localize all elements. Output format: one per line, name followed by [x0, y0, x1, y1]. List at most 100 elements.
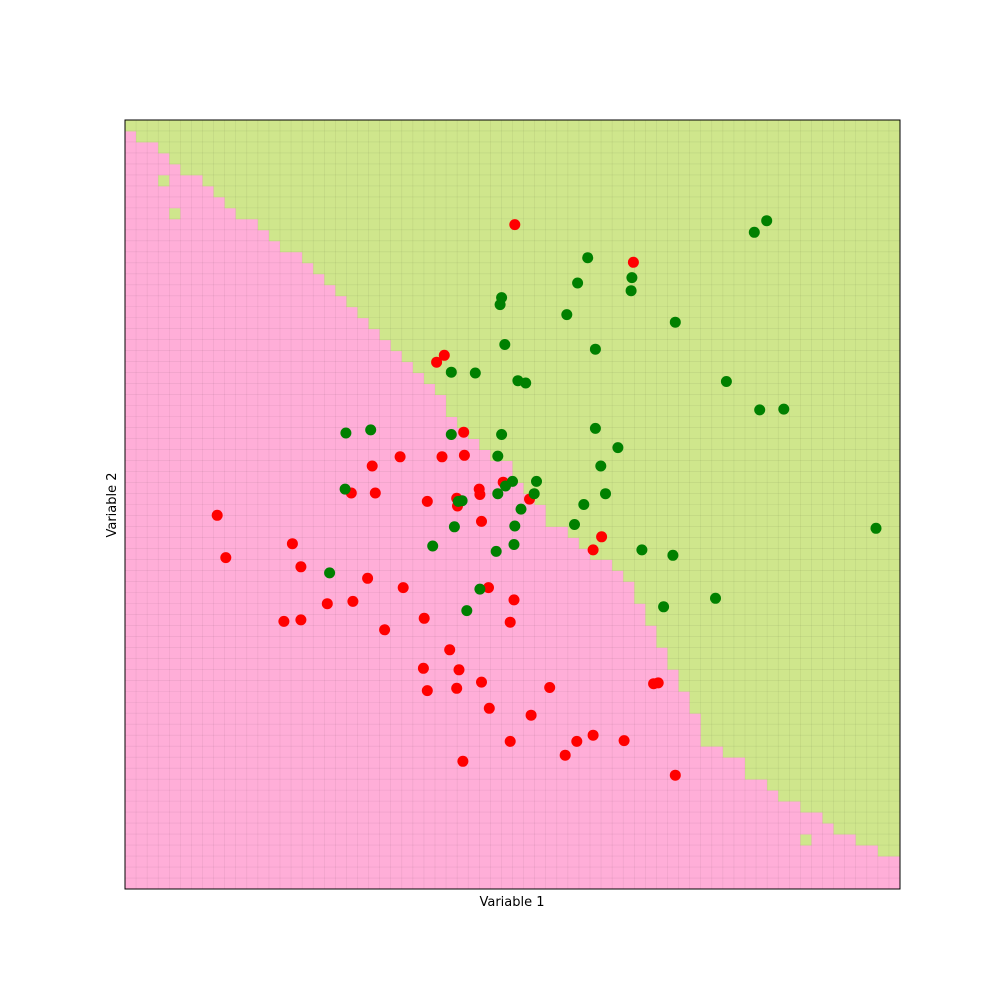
region-cell-class-0	[656, 878, 668, 889]
region-cell-class-0	[567, 878, 580, 889]
region-cell-class-0	[147, 405, 159, 418]
region-cell-class-1	[700, 482, 713, 494]
region-cell-class-0	[213, 768, 226, 780]
region-cell-class-0	[435, 504, 447, 516]
region-cell-class-0	[623, 834, 635, 846]
region-cell-class-0	[224, 328, 237, 341]
region-cell-class-1	[423, 262, 436, 275]
region-cell-class-0	[556, 592, 569, 604]
region-cell-class-1	[634, 141, 646, 154]
region-cell-class-1	[590, 273, 602, 286]
region-cell-class-0	[457, 768, 469, 780]
region-cell-class-0	[567, 834, 580, 846]
region-cell-class-1	[855, 614, 868, 626]
region-cell-class-0	[390, 768, 403, 780]
region-cell-class-1	[789, 174, 801, 187]
region-cell-class-1	[722, 724, 735, 736]
region-cell-class-1	[612, 339, 624, 352]
region-cell-class-1	[534, 306, 547, 319]
region-cell-class-0	[733, 834, 746, 846]
region-cell-class-1	[700, 724, 713, 736]
region-cell-class-0	[346, 416, 358, 428]
region-cell-class-0	[623, 746, 635, 758]
region-cell-class-0	[125, 482, 137, 494]
region-cell-class-1	[357, 141, 369, 154]
region-cell-class-0	[545, 724, 558, 736]
region-cell-class-1	[257, 207, 270, 220]
region-cell-class-1	[877, 416, 890, 428]
region-cell-class-0	[523, 878, 536, 889]
region-cell-class-1	[634, 570, 646, 582]
region-cell-class-1	[158, 174, 170, 187]
region-cell-class-1	[789, 163, 801, 176]
region-cell-class-0	[169, 251, 181, 264]
region-cell-class-1	[700, 207, 713, 220]
region-cell-class-0	[357, 878, 369, 889]
region-cell-class-1	[678, 196, 691, 209]
region-cell-class-1	[700, 372, 713, 385]
region-cell-class-1	[877, 713, 890, 725]
region-cell-class-1	[656, 460, 668, 472]
region-cell-class-0	[213, 801, 226, 813]
region-cell-class-1	[645, 471, 657, 483]
region-cell-class-0	[136, 515, 148, 527]
region-cell-class-0	[512, 482, 524, 494]
region-cell-class-1	[855, 383, 868, 396]
region-cell-class-1	[435, 152, 447, 165]
region-cell-class-1	[490, 273, 502, 286]
region-cell-class-0	[169, 284, 181, 297]
region-cell-class-0	[280, 812, 292, 824]
region-cell-class-0	[745, 812, 757, 824]
region-cell-class-1	[888, 537, 900, 549]
region-cell-class-1	[866, 614, 879, 626]
region-cell-class-0	[169, 548, 181, 560]
region-cell-class-1	[512, 130, 524, 143]
region-cell-class-1	[711, 636, 724, 648]
region-cell-class-1	[822, 603, 834, 615]
region-cell-class-1	[501, 262, 513, 275]
region-cell-class-0	[180, 812, 192, 824]
region-cell-class-1	[833, 647, 846, 659]
region-cell-class-1	[822, 174, 834, 187]
region-cell-class-1	[578, 229, 591, 242]
region-cell-class-1	[877, 823, 890, 835]
region-cell-class-1	[678, 317, 691, 330]
region-cell-class-0	[446, 669, 458, 681]
region-cell-class-1	[888, 394, 900, 407]
region-cell-class-1	[745, 581, 757, 593]
region-cell-class-1	[567, 482, 580, 494]
region-cell-class-1	[623, 372, 635, 385]
region-cell-class-0	[423, 405, 436, 418]
region-cell-class-0	[136, 416, 148, 428]
region-cell-class-0	[224, 746, 237, 758]
region-cell-class-0	[291, 669, 303, 681]
region-cell-class-1	[778, 328, 790, 341]
region-cell-class-1	[855, 284, 868, 297]
region-cell-class-1	[822, 636, 834, 648]
region-cell-class-1	[811, 768, 823, 780]
region-cell-class-1	[689, 339, 702, 352]
region-cell-class-1	[390, 284, 403, 297]
region-cell-class-0	[125, 262, 137, 275]
region-cell-class-0	[147, 394, 159, 407]
region-cell-class-1	[700, 449, 713, 461]
region-cell-class-1	[833, 284, 846, 297]
region-cell-class-1	[656, 449, 668, 461]
region-cell-class-0	[567, 614, 580, 626]
region-cell-class-0	[191, 680, 203, 692]
region-cell-class-1	[800, 405, 812, 418]
region-cell-class-1	[412, 262, 425, 275]
region-cell-class-0	[224, 735, 237, 747]
region-cell-class-0	[767, 856, 779, 868]
region-cell-class-1	[833, 229, 846, 242]
region-cell-class-0	[313, 603, 325, 615]
region-cell-class-1	[700, 658, 713, 670]
region-cell-class-0	[711, 823, 724, 835]
region-cell-class-0	[390, 581, 403, 593]
region-cell-class-0	[224, 834, 237, 846]
region-cell-class-1	[745, 746, 757, 758]
region-cell-class-0	[191, 405, 203, 418]
region-cell-class-1	[567, 361, 580, 374]
region-cell-class-0	[689, 713, 702, 725]
region-cell-class-0	[291, 581, 303, 593]
